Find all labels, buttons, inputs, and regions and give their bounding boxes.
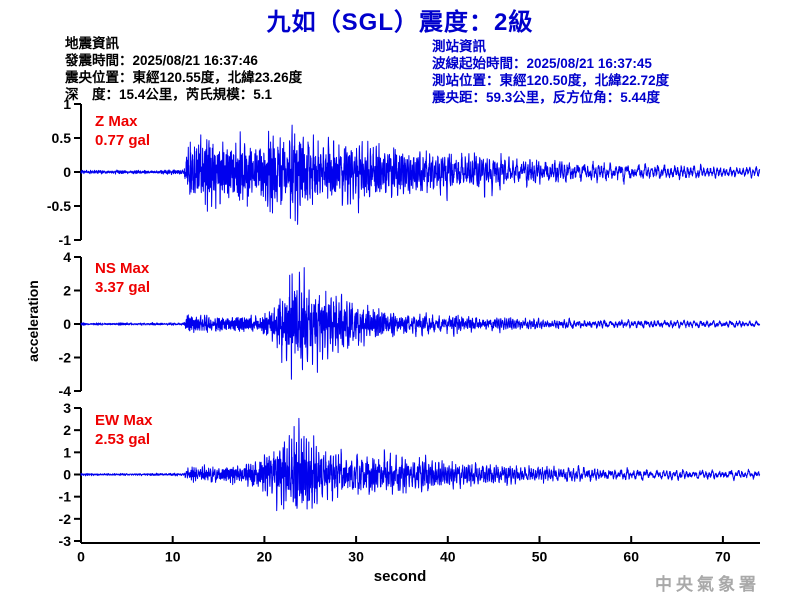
ns-max-value: 3.37 gal xyxy=(95,279,151,296)
x-axis-label: second xyxy=(373,568,427,585)
ns-max-label: NS Max 3.37 gal xyxy=(95,259,150,297)
z-max-value: 0.77 gal xyxy=(95,132,151,149)
y-tick-label-NS: 0 xyxy=(63,316,71,332)
y-tick-label-EW: -1 xyxy=(59,489,72,505)
agency-watermark: 中央氣象署 xyxy=(655,575,760,595)
page-title: 九如（SGL）震度：2級 xyxy=(266,9,534,36)
x-tick-label: 70 xyxy=(715,548,731,564)
y-tick-label-Z: 0.5 xyxy=(52,130,72,146)
y-tick-label-Z: 0 xyxy=(63,164,71,180)
z-max-label: Z Max 0.77 gal xyxy=(95,112,150,150)
x-tick-label: 20 xyxy=(257,548,273,564)
y-tick-label-EW: 2 xyxy=(63,422,71,438)
y-tick-label-Z: -1 xyxy=(59,232,72,248)
wave-start-time-line: 波線起始時間：2025/08/21 16:37:45 xyxy=(432,56,652,71)
depth-magnitude-line: 深 度：15.4公里，芮氏規模：5.1 xyxy=(65,87,273,102)
y-tick-label-NS: -4 xyxy=(59,383,72,399)
ew-max-label: EW Max 2.53 gal xyxy=(95,411,153,449)
station-location-line: 測站位置：東經120.50度，北緯22.72度 xyxy=(432,73,670,88)
x-tick-label: 50 xyxy=(532,548,548,564)
waveform-Z xyxy=(80,124,761,225)
earthquake-info-block: 地震資訊 發震時間：2025/08/21 16:37:46 震央位置：東經120… xyxy=(65,35,302,103)
x-tick-label: 30 xyxy=(348,548,364,564)
x-tick-label: 0 xyxy=(77,548,85,564)
y-tick-label-Z: -0.5 xyxy=(47,198,71,214)
y-tick-label-EW: -3 xyxy=(59,533,72,549)
y-tick-label-NS: 4 xyxy=(63,249,71,265)
z-max-title: Z Max xyxy=(95,113,138,130)
epicenter-location-line: 震央位置：東經120.55度，北緯23.26度 xyxy=(65,70,303,85)
y-tick-label-EW: 3 xyxy=(63,400,71,416)
y-tick-label-Z: 1 xyxy=(63,96,71,112)
x-tick-label: 40 xyxy=(440,548,456,564)
ew-max-value: 2.53 gal xyxy=(95,431,151,448)
origin-time-line: 發震時間：2025/08/21 16:37:46 xyxy=(65,53,258,68)
y-tick-label-NS: -2 xyxy=(59,350,72,366)
y-tick-label-NS: 2 xyxy=(63,283,71,299)
earthquake-info-heading: 地震資訊 xyxy=(65,36,119,51)
station-info-heading: 測站資訊 xyxy=(432,39,486,54)
epicentral-distance-line: 震央距：59.3公里，反方位角：5.44度 xyxy=(432,90,661,105)
ew-max-title: EW Max xyxy=(95,412,153,429)
x-tick-label: 60 xyxy=(623,548,639,564)
y-tick-label-EW: 1 xyxy=(63,444,71,460)
x-tick-label: 10 xyxy=(165,548,181,564)
waveform-NS xyxy=(80,267,761,380)
waveform-EW xyxy=(80,417,761,512)
y-tick-label-EW: 0 xyxy=(63,467,71,483)
ns-max-title: NS Max xyxy=(95,260,150,277)
station-info-block: 測站資訊 波線起始時間：2025/08/21 16:37:45 測站位置：東經1… xyxy=(432,38,669,106)
y-tick-label-EW: -2 xyxy=(59,511,72,527)
